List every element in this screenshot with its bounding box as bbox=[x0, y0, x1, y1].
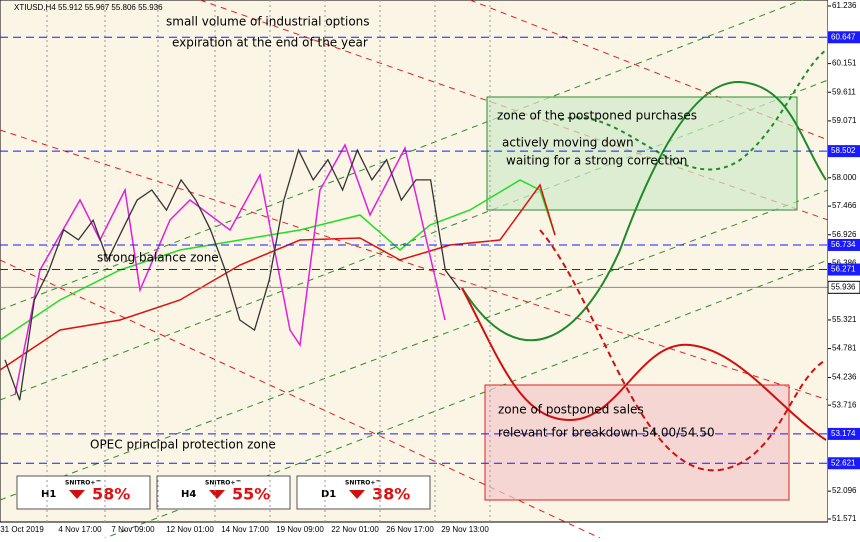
buy-zone bbox=[486, 96, 798, 211]
annotation: zone of postponed sales bbox=[498, 403, 644, 417]
y-tick-label: 56.386 bbox=[832, 259, 857, 268]
annotation: zone of the postponed purchases bbox=[497, 109, 697, 123]
x-tick-label: 14 Nov 17:00 bbox=[221, 525, 269, 534]
level-box bbox=[828, 457, 860, 470]
y-tick-label: 59.071 bbox=[832, 116, 857, 125]
annotation: actively moving down bbox=[502, 136, 634, 150]
y-tick-label: 61.236 bbox=[832, 1, 857, 10]
level-label: 52.621 bbox=[831, 458, 856, 467]
annotation: waiting for a strong correction bbox=[506, 154, 687, 168]
badge bbox=[296, 475, 431, 510]
sell-zone bbox=[484, 384, 790, 501]
symbol-header: XTIUSD,H4 55.912 55.967 55.806 55.936 bbox=[14, 3, 163, 12]
price-line bbox=[4, 148, 461, 401]
x-tick-label: 4 Nov 17:00 bbox=[58, 525, 102, 534]
badge-arrow bbox=[69, 490, 85, 499]
x-tick-label: 26 Nov 17:00 bbox=[386, 525, 434, 534]
badge-brand: SNITRO+™ bbox=[205, 480, 241, 487]
badge-percent: 55% bbox=[232, 485, 270, 504]
badge-percent: 38% bbox=[372, 485, 410, 504]
level-box bbox=[828, 238, 860, 251]
y-tick-label: 52.096 bbox=[832, 486, 857, 495]
y-tick-label: 54.236 bbox=[832, 373, 857, 382]
x-tick-label: 7 Nov 09:00 bbox=[111, 525, 155, 534]
current-price-label: 55.936 bbox=[831, 282, 856, 291]
badge-brand: SNITRO+™ bbox=[65, 480, 101, 487]
annotation: small volume of industrial options bbox=[166, 15, 370, 29]
x-tick-label: 19 Nov 09:00 bbox=[276, 525, 324, 534]
x-tick-label: 22 Nov 01:00 bbox=[331, 525, 379, 534]
y-tick-label: 58.000 bbox=[832, 173, 857, 182]
annotation: relevant for breakdown 54.00/54.50 bbox=[498, 426, 715, 440]
badge-timeframe: H4 bbox=[181, 489, 196, 500]
level-box bbox=[828, 145, 860, 158]
level-box bbox=[828, 263, 860, 276]
y-tick-label: 59.611 bbox=[832, 87, 856, 96]
y-tick-label: 53.716 bbox=[832, 400, 857, 409]
y-tick-label: 56.926 bbox=[832, 230, 857, 239]
annotation: strong balance zone bbox=[97, 251, 219, 265]
level-label: 56.734 bbox=[831, 240, 856, 249]
y-tick-label: 55.321 bbox=[832, 315, 857, 324]
x-tick-label: 12 Nov 01:00 bbox=[166, 525, 214, 534]
badge-percent: 58% bbox=[92, 485, 130, 504]
badge bbox=[16, 475, 151, 510]
current-price-box bbox=[827, 280, 860, 294]
y-tick-label: 54.781 bbox=[832, 344, 857, 353]
badge bbox=[156, 475, 291, 510]
forecast-paths bbox=[461, 49, 827, 472]
badge-arrow bbox=[209, 490, 225, 499]
level-label: 56.271 bbox=[831, 265, 856, 274]
level-box bbox=[828, 427, 860, 440]
level-label: 60.647 bbox=[831, 32, 856, 41]
y-tick-label: 57.466 bbox=[832, 201, 857, 210]
y-tick-label: 60.151 bbox=[832, 59, 857, 68]
annotation: expiration at the end of the year bbox=[172, 36, 368, 50]
x-tick-label: 29 Nov 13:00 bbox=[441, 525, 489, 534]
x-tick-label: 31 Oct 2019 bbox=[0, 525, 44, 534]
badge-arrow bbox=[349, 490, 365, 499]
badge-brand: SNITRO+™ bbox=[345, 480, 381, 487]
badge-timeframe: H1 bbox=[41, 489, 56, 500]
level-label: 53.174 bbox=[831, 429, 856, 438]
level-box bbox=[828, 31, 860, 44]
badge-timeframe: D1 bbox=[321, 489, 336, 500]
y-tick-label: 51.571 bbox=[832, 514, 857, 523]
level-label: 58.502 bbox=[831, 146, 856, 155]
annotation: OPEC principal protection zone bbox=[90, 438, 276, 452]
